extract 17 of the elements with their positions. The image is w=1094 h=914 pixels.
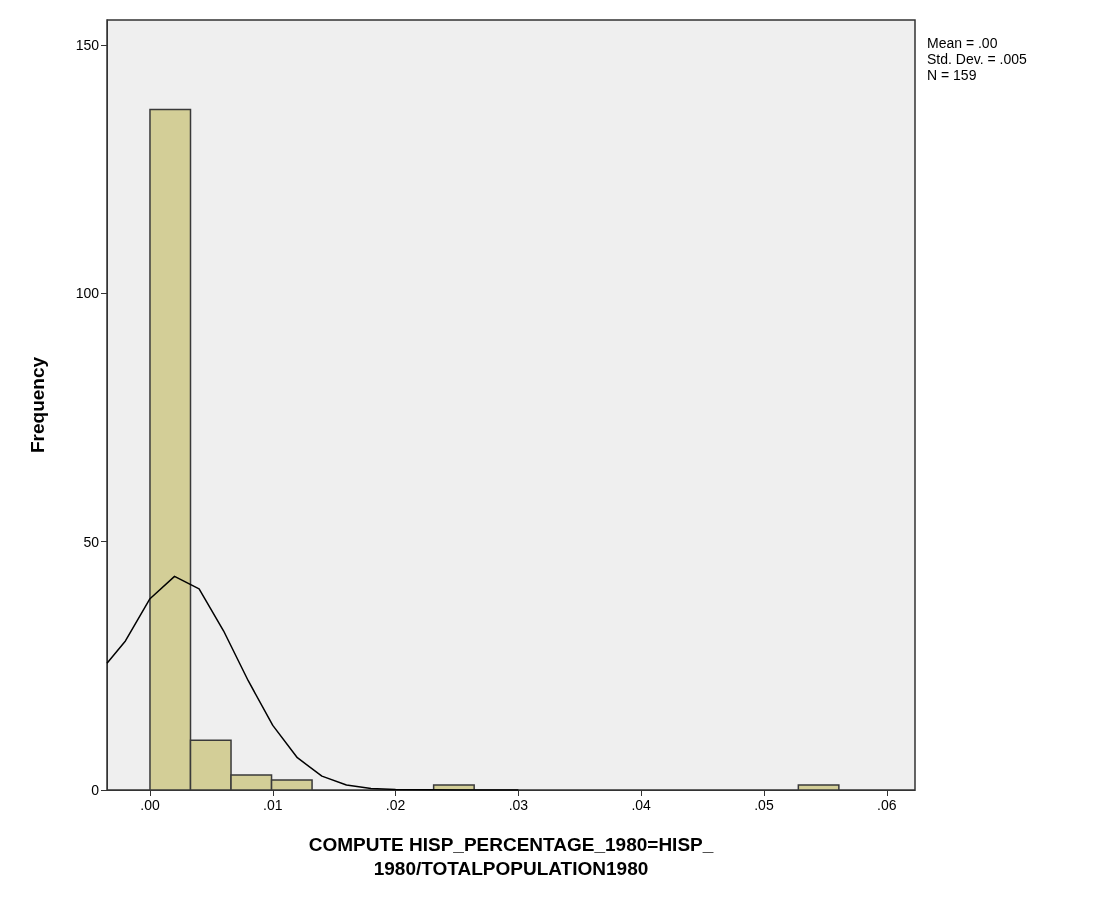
y-tick-label: 150 bbox=[75, 36, 100, 53]
y-tick-label: 0 bbox=[91, 782, 100, 798]
text: N = 159 bbox=[927, 67, 977, 83]
x-tick-label: .01 bbox=[263, 797, 283, 813]
y-tick-label: 50 bbox=[83, 533, 100, 550]
line-series bbox=[106, 575, 520, 791]
x-tick-label: .05 bbox=[754, 797, 774, 813]
x-tick-label: .00 bbox=[140, 797, 160, 813]
text: Std. Dev. = .005 bbox=[927, 51, 1027, 67]
x-tick-label: .04 bbox=[631, 797, 652, 813]
y-tick-label: 100 bbox=[75, 285, 100, 302]
text: Mean = .00 bbox=[927, 35, 998, 51]
x-tick-label: .06 bbox=[877, 797, 897, 813]
x-axis-title: COMPUTE HISP_PERCENTAGE_1980=HISP_ 1980/TOTALPOPULATION1980 bbox=[308, 833, 714, 879]
y-axis-title: Frequency bbox=[27, 356, 48, 454]
x-tick-label: .03 bbox=[508, 797, 529, 813]
x-tick-label: .02 bbox=[385, 797, 406, 813]
